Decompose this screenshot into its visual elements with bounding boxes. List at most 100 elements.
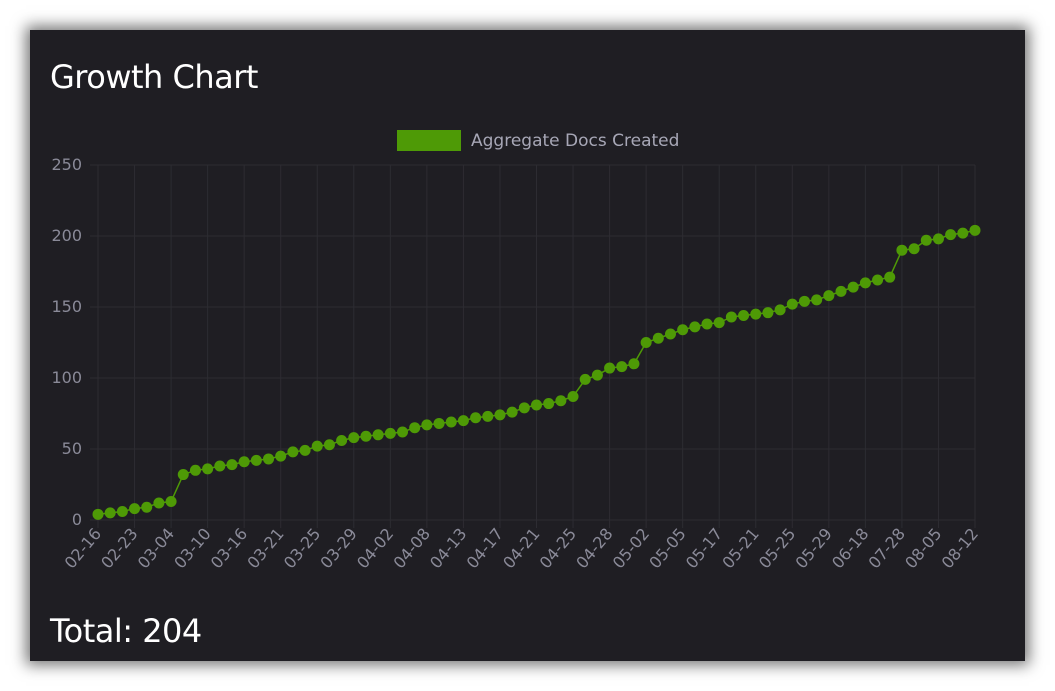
data-point [189, 464, 201, 476]
data-point [811, 294, 823, 306]
x-tick-label: 04-17 [463, 524, 507, 572]
data-point [153, 497, 165, 509]
x-tick-label: 08-05 [901, 524, 945, 572]
data-point [445, 416, 457, 428]
data-point [932, 233, 944, 245]
x-tick-label: 03-16 [207, 524, 251, 572]
data-point [482, 410, 494, 422]
x-tick-label: 03-21 [243, 524, 287, 572]
x-tick-label: 04-28 [572, 524, 616, 572]
data-point [336, 434, 348, 446]
y-tick-label: 150 [51, 297, 82, 316]
y-tick-label: 50 [62, 439, 82, 458]
data-point [957, 227, 969, 239]
data-point [104, 507, 116, 519]
data-point [409, 422, 421, 434]
data-point [896, 244, 908, 256]
data-point [652, 332, 664, 344]
data-point [969, 224, 981, 236]
data-point [202, 463, 214, 475]
chart-panel: Growth Chart Aggregate Docs Created 0 50 1… [30, 30, 1025, 661]
data-point [348, 432, 360, 444]
data-point [263, 453, 275, 465]
y-tick-label: 0 [72, 510, 82, 529]
x-tick-label: 02-16 [61, 524, 105, 572]
data-point [92, 508, 104, 520]
data-point [725, 311, 737, 323]
data-point [738, 310, 750, 322]
data-point [750, 308, 762, 320]
data-point [884, 271, 896, 283]
x-tick-label: 04-02 [353, 524, 397, 572]
x-tick-label: 06-18 [828, 524, 872, 572]
x-tick-label: 04-13 [426, 524, 470, 572]
data-point [457, 415, 469, 427]
data-point [470, 412, 482, 424]
data-point [433, 417, 445, 429]
data-point [555, 395, 567, 407]
data-point [762, 307, 774, 319]
data-point [872, 274, 884, 286]
data-point [591, 369, 603, 381]
data-point [275, 450, 287, 462]
data-point [397, 426, 409, 438]
x-tick-label: 03-29 [316, 524, 360, 572]
data-point [798, 295, 810, 307]
data-point [579, 373, 591, 385]
data-point [701, 318, 713, 330]
data-point [299, 444, 311, 456]
data-point [786, 298, 798, 310]
data-point [713, 317, 725, 329]
data-point [859, 277, 871, 289]
data-point [129, 503, 141, 515]
data-point [604, 362, 616, 374]
y-tick-label: 250 [51, 155, 82, 174]
data-point [567, 390, 579, 402]
x-tick-label: 05-25 [755, 524, 799, 572]
data-point [920, 234, 932, 246]
data-point [518, 402, 530, 414]
x-tick-label: 04-08 [389, 524, 433, 572]
data-point [835, 285, 847, 297]
data-point [311, 440, 323, 452]
data-point [238, 456, 250, 468]
data-point [250, 454, 262, 466]
x-tick-label: 08-12 [938, 524, 982, 572]
data-point [616, 361, 628, 373]
data-point [287, 446, 299, 458]
data-point [945, 229, 957, 241]
y-tick-label: 200 [51, 226, 82, 245]
x-tick-label: 04-21 [499, 524, 543, 572]
data-point [141, 501, 153, 513]
data-point [908, 243, 920, 255]
data-point [214, 460, 226, 472]
data-point [360, 430, 372, 442]
data-point [689, 321, 701, 333]
data-point [543, 398, 555, 410]
data-point [664, 328, 676, 340]
legend-swatch [397, 130, 461, 151]
x-tick-label: 03-10 [170, 524, 214, 572]
data-point [677, 324, 689, 336]
data-point [531, 399, 542, 411]
data-point [323, 439, 335, 451]
data-point [421, 419, 433, 431]
x-tick-label: 03-25 [280, 524, 324, 572]
data-point [823, 290, 835, 302]
chart-legend[interactable]: Aggregate Docs Created [397, 130, 679, 151]
data-point [506, 406, 518, 418]
data-point [384, 427, 396, 439]
x-tick-label: 05-29 [791, 524, 835, 572]
x-tick-label: 03-04 [134, 524, 178, 572]
data-point [116, 505, 128, 517]
x-tick-label: 02-23 [97, 524, 141, 572]
growth-line-chart: 0 50 100 150 200 250 02-1602-2303-0403-1003-16… [51, 155, 982, 572]
page-title: Growth Chart [50, 58, 258, 96]
y-tick-label: 100 [51, 368, 82, 387]
data-point [774, 304, 786, 316]
data-point [628, 358, 640, 370]
x-tick-label: 05-05 [645, 524, 689, 572]
total-count: Total: 204 [50, 612, 202, 650]
legend-label: Aggregate Docs Created [471, 130, 680, 151]
data-point [177, 469, 189, 481]
